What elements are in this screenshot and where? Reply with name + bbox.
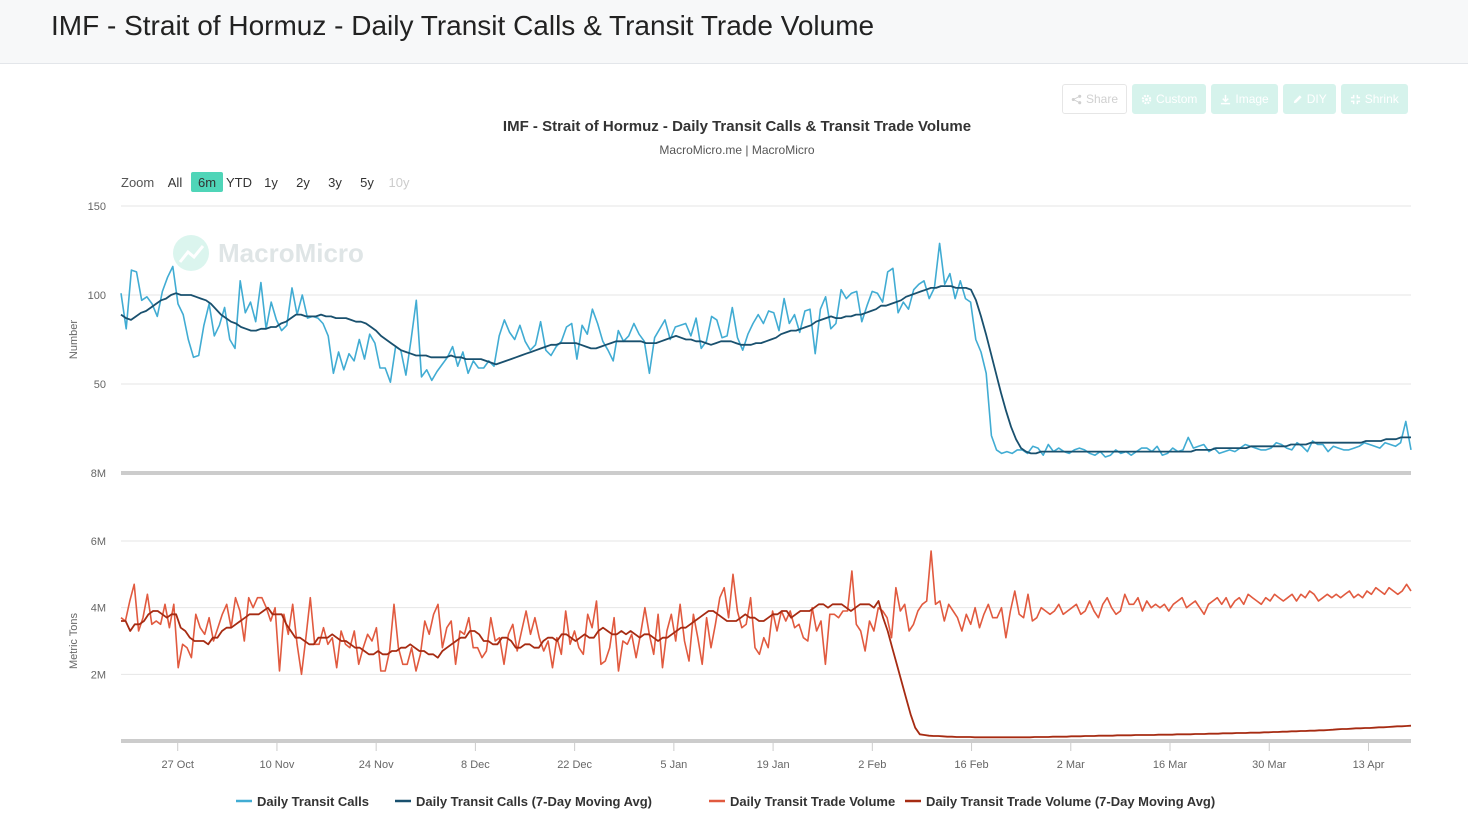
diy-button[interactable]: DIY xyxy=(1282,84,1336,114)
chart-legend: Daily Transit Calls Daily Transit Calls (… xyxy=(236,794,1215,809)
zoom-option-3y[interactable]: 3y xyxy=(328,175,342,190)
series-line-daily-transit-trade-volume-7-day-moving-avg xyxy=(121,600,1412,739)
watermark-logo-icon xyxy=(173,235,209,271)
y-tick-label: 6M xyxy=(91,536,106,548)
x-tick-label: 2 Feb xyxy=(858,759,886,771)
pencil-icon xyxy=(1293,94,1302,103)
y-tick-label: 150 xyxy=(88,201,106,213)
zoom-label: Zoom xyxy=(121,175,154,190)
x-tick-label: 30 Mar xyxy=(1252,759,1287,771)
x-tick-label: 22 Dec xyxy=(557,759,592,771)
shrink-label: Shrink xyxy=(1364,92,1399,106)
legend-label: Daily Transit Trade Volume (7-Day Moving… xyxy=(926,794,1215,809)
zoom-option-all[interactable]: All xyxy=(168,175,183,190)
zoom-option-label: 2y xyxy=(296,175,310,190)
y-tick-label: 4M xyxy=(91,603,106,615)
zoom-option-label: YTD xyxy=(226,175,252,190)
x-tick-label: 24 Nov xyxy=(359,759,394,771)
series-line-daily-transit-trade-volume xyxy=(120,550,1412,676)
x-tick-label: 19 Jan xyxy=(757,759,790,771)
watermark-logo-mark xyxy=(178,245,205,263)
series-line-daily-transit-calls-7-day-moving-avg xyxy=(120,285,1411,455)
x-tick-label: 13 Apr xyxy=(1353,759,1385,771)
chart-subtitle: MacroMicro.me | MacroMicro xyxy=(659,143,814,157)
zoom-selector: Zoom All 6m YTD 1y 2y 3y 5y 10y xyxy=(121,172,410,192)
page-header: IMF - Strait of Hormuz - Daily Transit C… xyxy=(0,0,1468,64)
x-tick-label: 16 Mar xyxy=(1153,759,1188,771)
zoom-option-10y: 10y xyxy=(389,175,410,190)
y-axis-title: Metric Tons xyxy=(68,612,80,669)
zoom-option-ytd[interactable]: YTD xyxy=(226,175,252,190)
custom-label: Custom xyxy=(1156,92,1198,106)
x-tick-label: 27 Oct xyxy=(162,759,194,771)
image-button[interactable]: Image xyxy=(1211,84,1278,114)
y-tick-label: 50 xyxy=(94,379,106,391)
zoom-option-1y[interactable]: 1y xyxy=(264,175,278,190)
zoom-option-label: 10y xyxy=(389,175,410,190)
page-title: IMF - Strait of Hormuz - Daily Transit C… xyxy=(51,10,875,41)
share-label: Share xyxy=(1086,92,1119,106)
custom-button[interactable]: Custom xyxy=(1132,84,1207,114)
chart-grid xyxy=(121,205,1411,675)
zoom-option-label: 3y xyxy=(328,175,342,190)
legend-item[interactable]: Daily Transit Calls xyxy=(236,794,369,809)
gear-icon xyxy=(1141,94,1152,104)
zoom-option-5y[interactable]: 5y xyxy=(360,175,374,190)
x-tick-label: 8 Dec xyxy=(461,759,490,771)
watermark-text: MacroMicro xyxy=(218,238,364,268)
zoom-option-label: 1y xyxy=(264,175,278,190)
zoom-selected-highlight xyxy=(191,172,223,192)
diy-label: DIY xyxy=(1306,92,1327,106)
download-icon xyxy=(1221,94,1231,104)
chart-series xyxy=(120,242,1412,739)
zoom-option-6m[interactable]: 6m xyxy=(191,172,223,192)
chart-title: IMF - Strait of Hormuz - Daily Transit C… xyxy=(503,118,971,135)
watermark: MacroMicro xyxy=(173,235,364,271)
image-label: Image xyxy=(1235,92,1269,106)
y-tick-label: 2M xyxy=(91,669,106,681)
x-tick-label: 16 Feb xyxy=(954,759,988,771)
shrink-icon xyxy=(1350,94,1360,104)
x-tick-label: 5 Jan xyxy=(660,759,687,771)
zoom-option-label: 5y xyxy=(360,175,374,190)
legend-item[interactable]: Daily Transit Trade Volume xyxy=(709,794,895,809)
legend-label: Daily Transit Calls (7-Day Moving Avg) xyxy=(416,794,652,809)
legend-label: Daily Transit Calls xyxy=(257,794,369,809)
x-tick-label: 2 Mar xyxy=(1057,759,1085,771)
y-tick-label: 8M xyxy=(91,468,106,480)
y-tick-label: 100 xyxy=(88,290,106,302)
chart-toolbar: Share Custom Image DIY Shrink xyxy=(1062,84,1408,114)
legend-item[interactable]: Daily Transit Trade Volume (7-Day Moving… xyxy=(905,794,1215,809)
zoom-option-label: 6m xyxy=(198,175,216,190)
shrink-button[interactable]: Shrink xyxy=(1340,84,1408,114)
chart-axes: 8M 50 100 150 Number 2M 4M 6M Metric Tons 27 Oct 1… xyxy=(68,201,1411,771)
chart: IMF - Strait of Hormuz - Daily Transit C… xyxy=(68,118,1412,809)
share-button[interactable]: Share xyxy=(1062,84,1128,114)
legend-label: Daily Transit Trade Volume xyxy=(730,794,895,809)
zoom-option-2y[interactable]: 2y xyxy=(296,175,310,190)
share-icon xyxy=(1071,94,1082,104)
legend-item[interactable]: Daily Transit Calls (7-Day Moving Avg) xyxy=(395,794,652,809)
y-axis-title: Number xyxy=(68,320,80,359)
x-tick-label: 10 Nov xyxy=(260,759,295,771)
zoom-option-label: All xyxy=(168,175,183,190)
series-line-daily-transit-calls xyxy=(120,242,1412,458)
